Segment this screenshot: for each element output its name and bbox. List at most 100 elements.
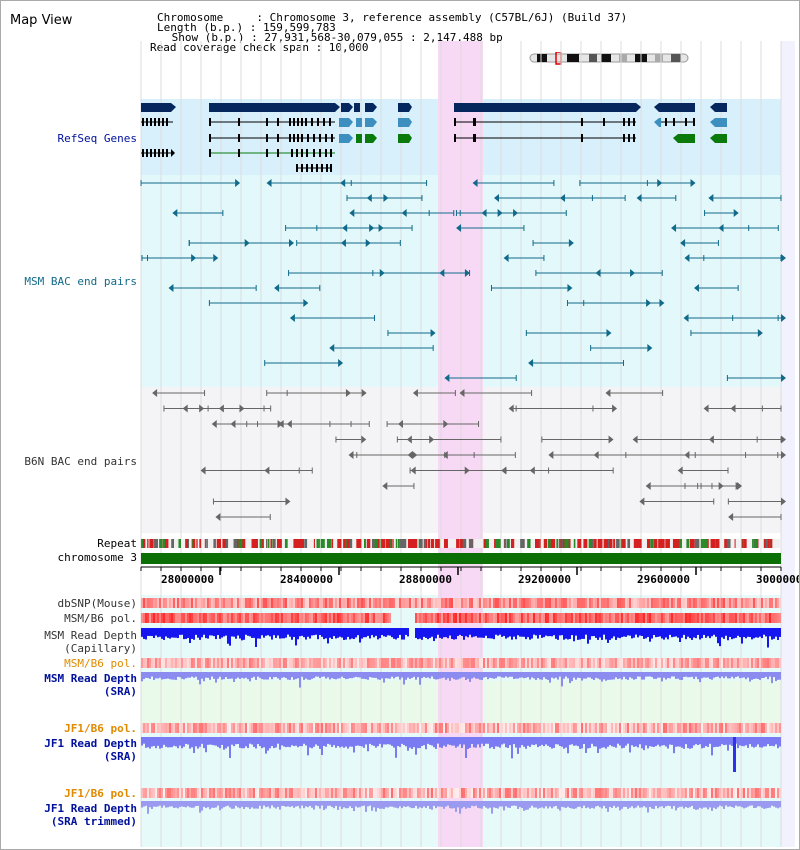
heat-cell <box>321 613 323 623</box>
heat-cell <box>215 788 217 798</box>
depth-bar <box>503 628 505 636</box>
depth-bar <box>771 672 773 684</box>
heat-cell <box>503 598 505 608</box>
heat-cell <box>609 598 611 608</box>
heat-cell <box>761 598 763 608</box>
heat-cell <box>443 598 445 608</box>
depth-bar <box>519 628 521 637</box>
heat-cell <box>497 598 499 608</box>
depth-bar <box>701 801 703 809</box>
depth-bar <box>393 628 395 639</box>
heat-cell <box>657 723 659 733</box>
heat-cell <box>713 658 715 668</box>
depth-bar <box>549 737 551 748</box>
heat-cell <box>753 723 755 733</box>
heat-cell <box>279 598 281 608</box>
heat-cell <box>149 788 151 798</box>
depth-bar <box>183 737 185 747</box>
depth-bar <box>397 737 399 747</box>
heat-cell <box>185 788 187 798</box>
depth-bar <box>695 737 697 745</box>
heat-cell <box>217 723 219 733</box>
heat-cell <box>529 598 531 608</box>
depth-bar <box>147 628 149 636</box>
bac-end-marker <box>528 359 534 367</box>
depth-bar <box>461 801 463 809</box>
heat-cell <box>275 598 277 608</box>
heat-cell <box>713 613 715 623</box>
repeat-mark <box>320 539 325 548</box>
repeat-mark <box>313 539 315 548</box>
depth-bar <box>357 628 359 636</box>
depth-bar <box>721 801 723 807</box>
depth-bar <box>753 672 755 680</box>
chromosome-ideogram[interactable] <box>529 52 691 66</box>
depth-bar <box>475 737 477 748</box>
repeat-mark <box>753 539 755 548</box>
depth-bar <box>471 737 473 744</box>
heat-cell <box>461 723 463 733</box>
heat-cell <box>493 658 495 668</box>
depth-bar <box>221 801 223 809</box>
depth-bar <box>579 672 581 679</box>
heat-cell <box>355 658 357 668</box>
depth-bar <box>677 801 679 808</box>
heat-cell <box>369 723 371 733</box>
depth-bar <box>757 672 759 679</box>
repeat-mark <box>196 539 198 548</box>
heat-cell <box>157 613 159 623</box>
heat-cell <box>427 658 429 668</box>
heat-cell <box>589 788 591 798</box>
heat-cell <box>565 723 567 733</box>
depth-bar <box>367 801 369 807</box>
repeat-mark <box>375 539 378 548</box>
heat-cell <box>163 613 165 623</box>
depth-bar <box>381 737 383 748</box>
repeat-mark <box>316 539 319 548</box>
heat-cell <box>289 788 291 798</box>
bac-end-marker <box>348 451 354 459</box>
depth-bar <box>633 672 635 680</box>
depth-bar <box>249 628 251 637</box>
repeat-mark <box>388 539 391 548</box>
depth-bar <box>579 801 581 807</box>
repeat-mark <box>676 539 679 548</box>
heat-cell <box>559 788 561 798</box>
depth-bar <box>541 737 543 745</box>
heat-cell <box>651 788 653 798</box>
heat-cell <box>159 788 161 798</box>
depth-bar <box>551 737 553 749</box>
depth-bar <box>453 628 455 640</box>
heat-cell <box>183 598 185 608</box>
depth-bar <box>435 628 437 639</box>
heat-cell <box>397 658 399 668</box>
depth-bar <box>153 801 155 807</box>
msm-b6-pol-sra-heat-track <box>141 658 781 668</box>
heat-cell <box>697 658 699 668</box>
depth-bar <box>725 672 727 677</box>
depth-bar <box>511 737 513 759</box>
heat-cell <box>305 723 307 733</box>
heat-cell <box>651 658 653 668</box>
heat-cell <box>769 598 771 608</box>
heat-cell <box>529 658 531 668</box>
depth-bar <box>323 737 325 746</box>
heat-cell <box>717 658 719 668</box>
depth-bar <box>329 737 331 745</box>
heat-cell <box>573 788 575 798</box>
depth-bar <box>229 801 231 808</box>
bac-end-marker <box>406 435 412 444</box>
depth-bar <box>425 628 427 638</box>
heat-cell <box>441 658 443 668</box>
heat-cell <box>697 598 699 608</box>
heat-cell <box>599 598 601 608</box>
depth-bar <box>653 801 655 809</box>
bac-end-marker <box>757 329 763 337</box>
depth-bar <box>649 737 651 747</box>
heat-cell <box>301 788 303 798</box>
depth-bar <box>213 628 215 637</box>
heat-cell <box>551 658 553 668</box>
